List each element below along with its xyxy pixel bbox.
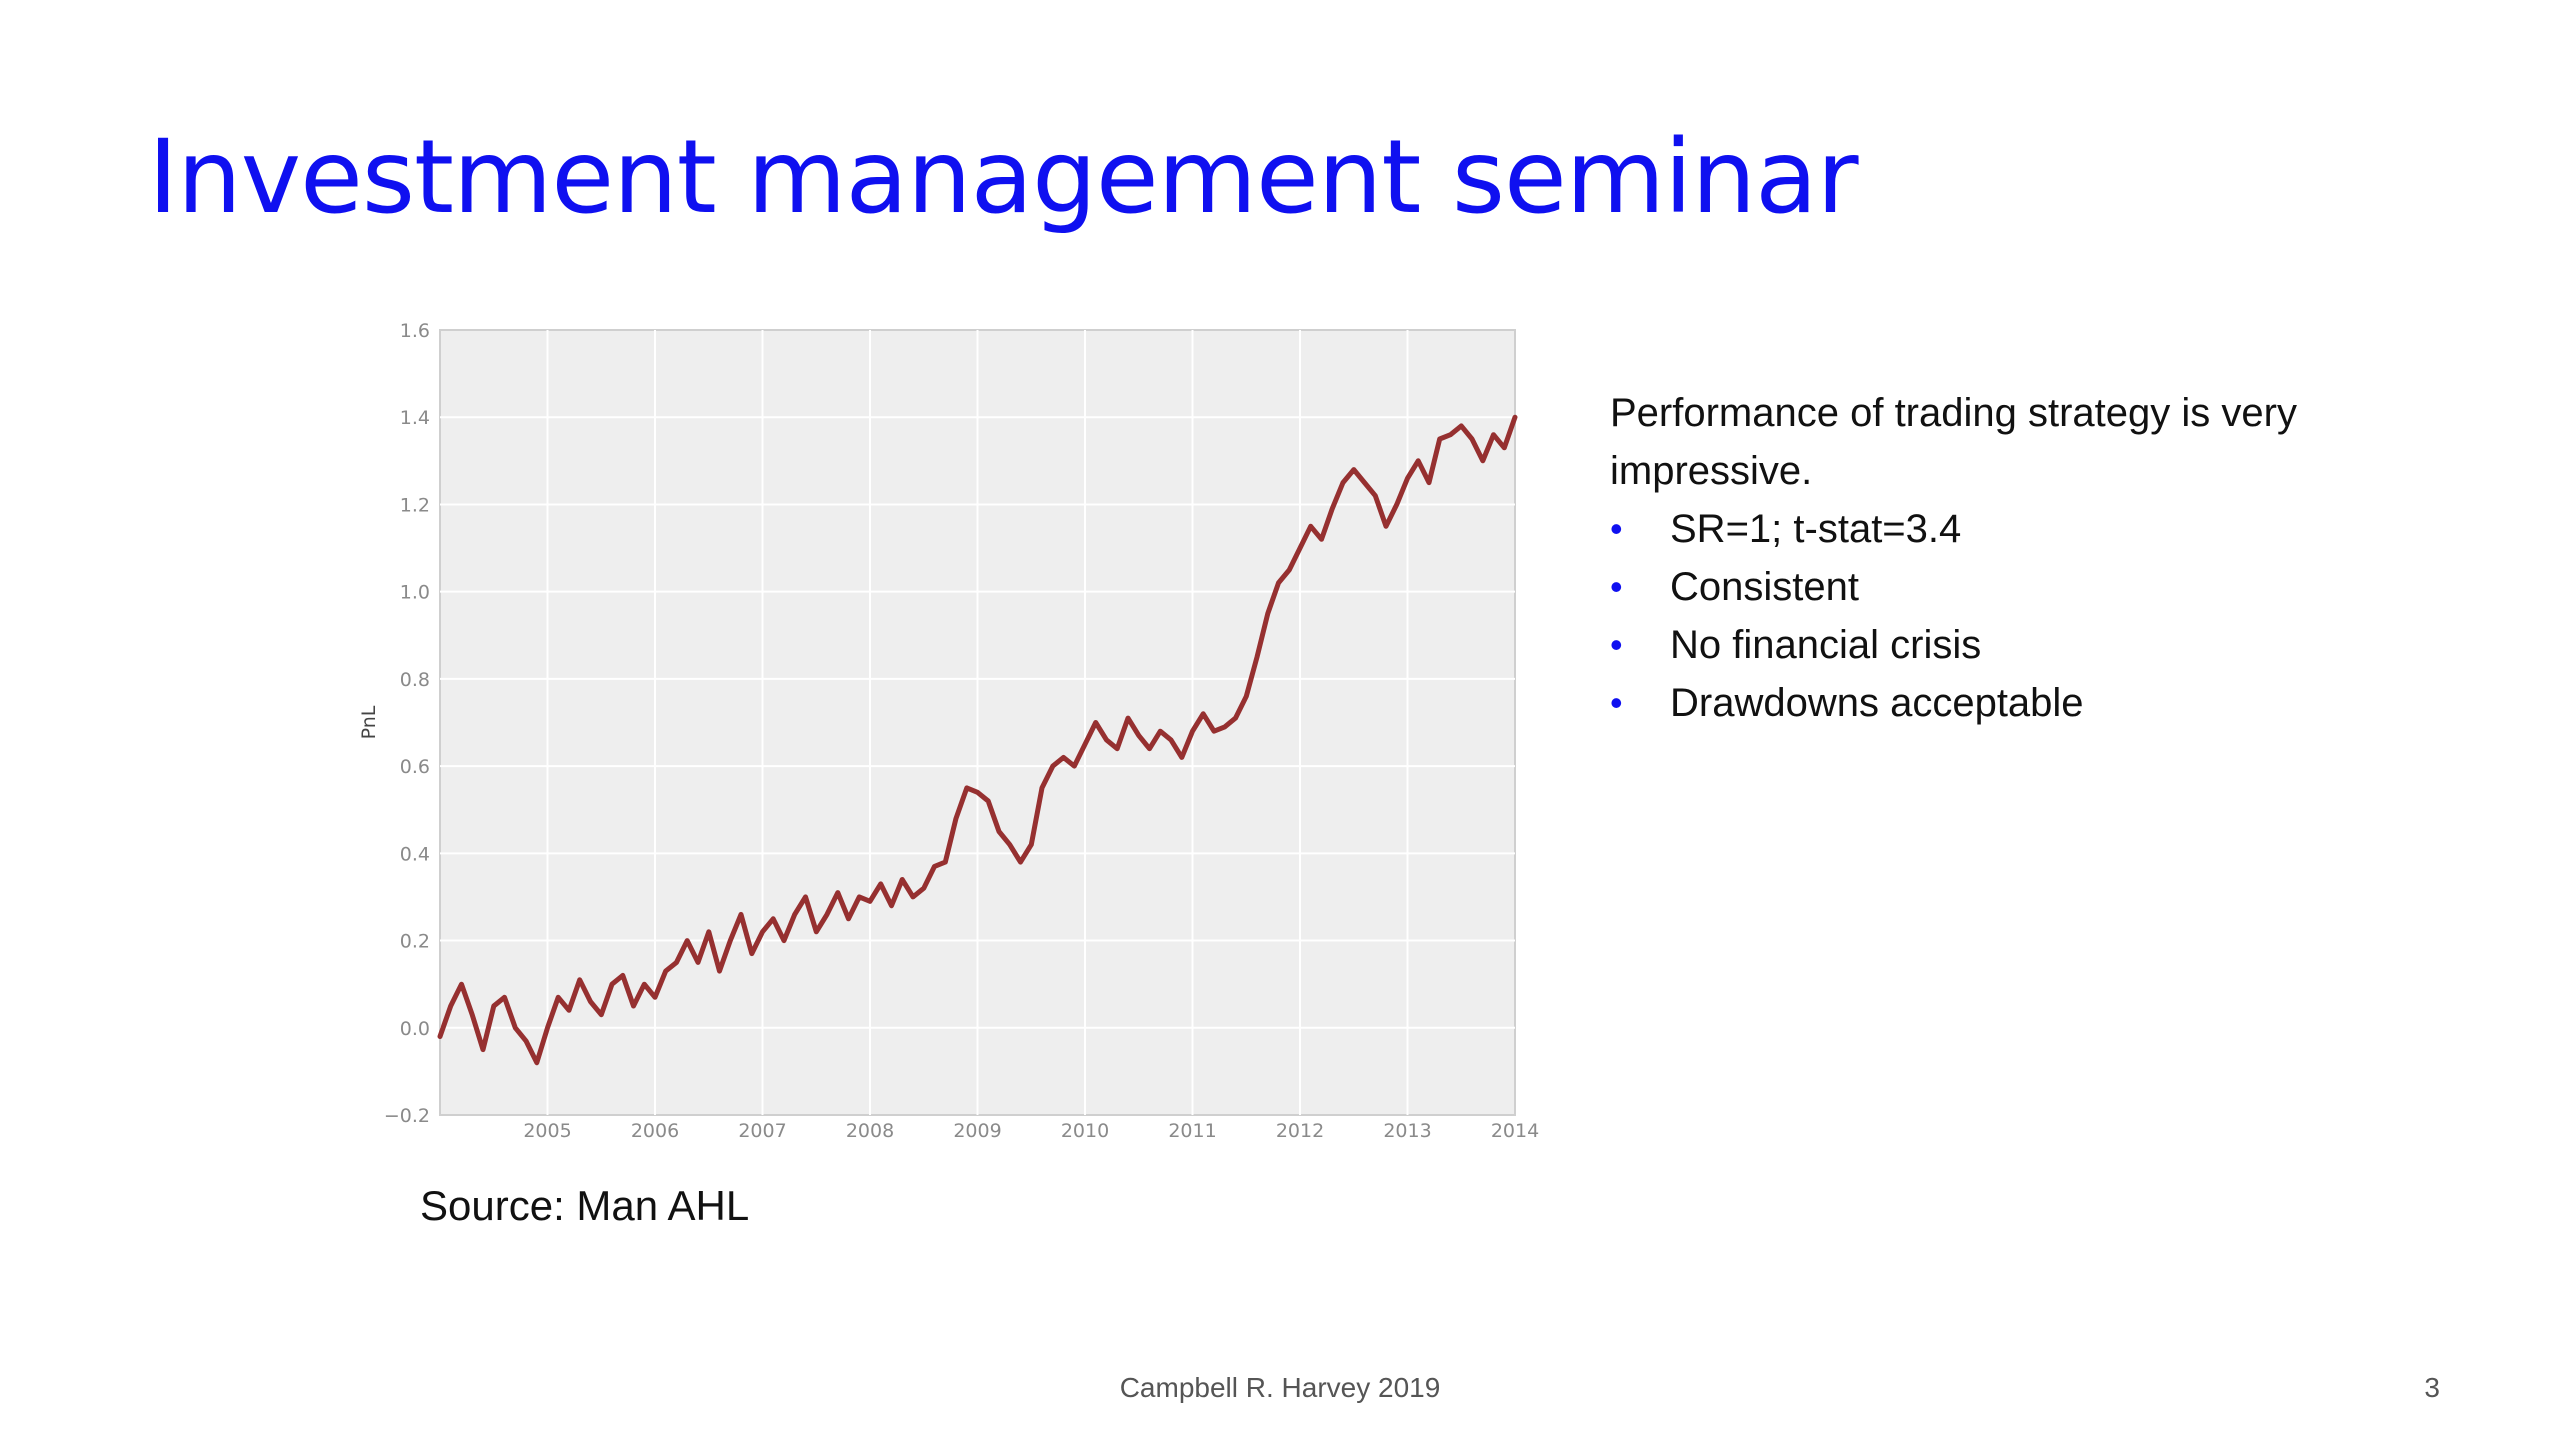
bullet-text: SR=1; t-stat=3.4 (1670, 507, 1962, 551)
y-axis-label: PnL (358, 705, 380, 739)
source-note: Source: Man AHL (420, 1182, 750, 1229)
x-tick-label: 2005 (523, 1120, 571, 1142)
y-tick-label: 1.2 (400, 494, 430, 516)
bullet-dot-icon: • (1610, 566, 1623, 607)
bullet-text: No financial crisis (1670, 623, 1982, 667)
y-tick-label: 0.2 (400, 931, 430, 953)
y-tick-label: 1.0 (400, 582, 430, 604)
pnl-line-chart: −0.2 0.0 0.2 0.4 0.6 0.8 1.0 1.2 1.4 1.6 2005 2006 2… (358, 320, 1539, 1142)
bullet-dot-icon: • (1610, 624, 1623, 665)
series-line-1 (437, 414, 1518, 1066)
y-tick-label: 0.4 (400, 843, 430, 865)
y-tick-label: 1.4 (400, 407, 430, 429)
bullet-item-4: • Drawdowns acceptable (1610, 674, 2490, 732)
x-tick-label: 2013 (1383, 1120, 1431, 1142)
x-tick-label: 2009 (953, 1120, 1001, 1142)
bullet-text: Drawdowns acceptable (1670, 681, 2084, 725)
y-tick-label: −0.2 (384, 1105, 430, 1127)
bullet-item-1: • SR=1; t-stat=3.4 (1610, 500, 2490, 558)
x-tick-label: 2008 (846, 1120, 894, 1142)
x-tick-label: 2014 (1491, 1120, 1539, 1142)
x-tick-label: 2012 (1276, 1120, 1324, 1142)
y-tick-label: 0.8 (400, 669, 430, 691)
x-tick-label: 2010 (1061, 1120, 1109, 1142)
slide-title: Investment management seminar (148, 118, 1859, 237)
y-tick-label: 0.0 (400, 1018, 430, 1040)
bullet-panel: Performance of trading strategy is very … (1610, 384, 2490, 732)
page-number: 3 (2424, 1372, 2440, 1403)
y-tick-label: 0.6 (400, 756, 430, 778)
bullet-dot-icon: • (1610, 682, 1623, 723)
bullet-item-2: • Consistent (1610, 558, 2490, 616)
x-tick-label: 2011 (1168, 1120, 1216, 1142)
x-tick-label: 2007 (738, 1120, 786, 1142)
y-tick-label: 1.6 (400, 320, 430, 342)
bullet-intro: Performance of trading strategy is very … (1610, 391, 2297, 493)
bullet-text: Consistent (1670, 565, 1859, 609)
x-tick-label: 2006 (631, 1120, 679, 1142)
bullet-dot-icon: • (1610, 508, 1623, 549)
footer-author: Campbell R. Harvey 2019 (1119, 1372, 1441, 1403)
bullet-item-3: • No financial crisis (1610, 616, 2490, 674)
bullet-list: • SR=1; t-stat=3.4 • Consistent • No financ… (1610, 500, 2490, 732)
